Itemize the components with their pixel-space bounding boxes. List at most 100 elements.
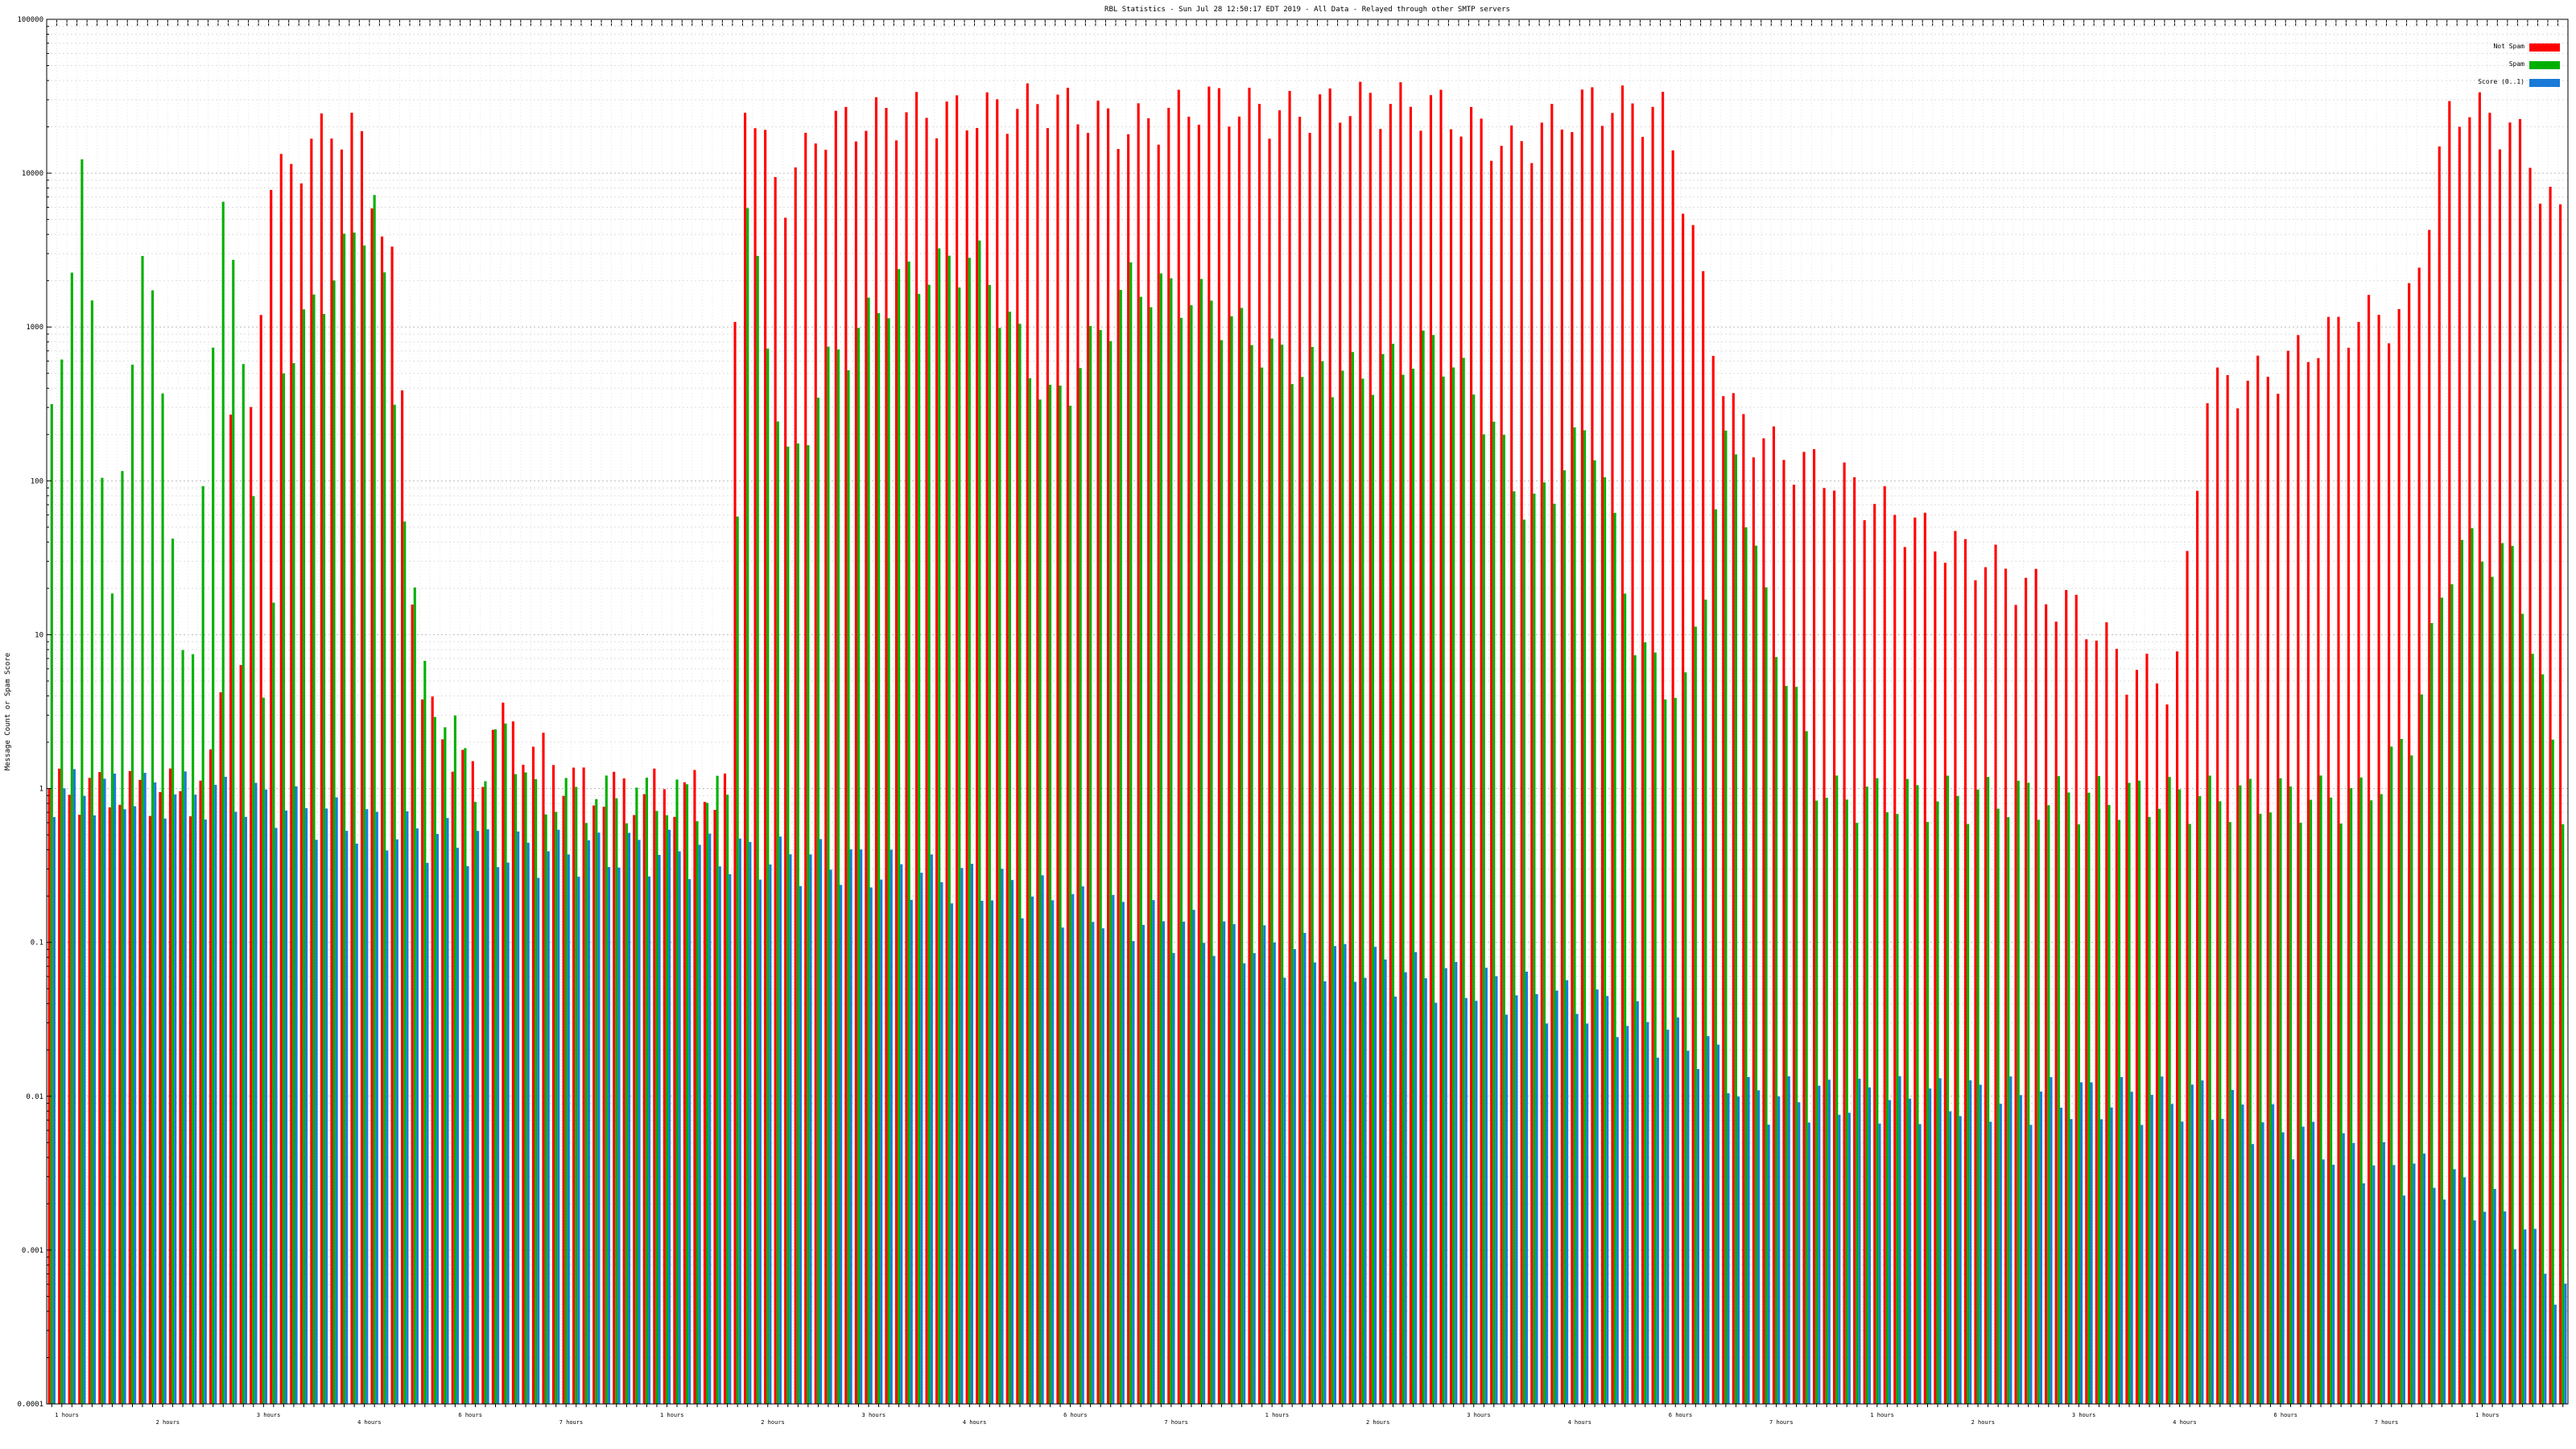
bar (582, 767, 585, 1404)
bar (1555, 990, 1558, 1404)
bar (1462, 357, 1465, 1405)
bar (799, 886, 803, 1404)
bar (849, 849, 852, 1404)
bar (58, 768, 61, 1404)
bar (453, 715, 456, 1404)
bar (2357, 321, 2360, 1405)
bar (1409, 106, 1412, 1405)
bar (1371, 394, 1374, 1404)
bar (945, 101, 948, 1404)
bar (1792, 485, 1796, 1405)
bar (1853, 477, 1856, 1404)
bar (2368, 295, 2371, 1404)
x-tick-label: 6 hours (458, 1412, 482, 1418)
bar (118, 804, 122, 1404)
bar (101, 477, 104, 1404)
bar (1484, 968, 1488, 1404)
bar (597, 832, 601, 1404)
bar (1765, 587, 1768, 1404)
bar (1301, 377, 1304, 1404)
bar (2297, 335, 2300, 1404)
bar (332, 280, 336, 1404)
bar (270, 189, 273, 1404)
bar (380, 236, 384, 1404)
bar (506, 862, 510, 1404)
bar (415, 828, 419, 1404)
bar (365, 809, 369, 1404)
bar (110, 593, 114, 1404)
bar (1117, 149, 1120, 1405)
bar (370, 208, 374, 1405)
bar (360, 130, 364, 1404)
bar (1038, 399, 1042, 1404)
bar (401, 390, 404, 1404)
bar (1530, 163, 1534, 1405)
bar (2352, 1142, 2355, 1404)
bar (918, 294, 921, 1405)
bar (2019, 1095, 2022, 1404)
bar (766, 348, 770, 1405)
bar (383, 272, 386, 1405)
y-tick-label: 1 (39, 786, 43, 794)
bar (562, 795, 565, 1404)
bar (524, 772, 527, 1404)
bar (1150, 307, 1153, 1404)
bar (1943, 563, 1946, 1404)
bar (315, 840, 318, 1404)
bar (1545, 1023, 1549, 1404)
bar (776, 421, 779, 1404)
bar (2034, 568, 2037, 1405)
bar (121, 471, 124, 1405)
bar (1394, 996, 1397, 1404)
bar (2531, 654, 2534, 1404)
bar (1041, 875, 1044, 1404)
bar (1662, 92, 1665, 1405)
bar (302, 309, 306, 1404)
bar (2544, 1274, 2547, 1404)
bar (1918, 1124, 1922, 1404)
bar (1542, 482, 1546, 1404)
bar (70, 272, 73, 1405)
bar (1825, 798, 1828, 1404)
bar (1656, 1057, 1659, 1404)
bar (1616, 1037, 1619, 1404)
bar (1273, 942, 1276, 1404)
bar (2211, 1120, 2214, 1404)
bar (433, 716, 436, 1404)
bar (1606, 996, 1609, 1404)
bar (1223, 921, 1226, 1404)
bar (1974, 580, 1977, 1404)
bar (1069, 405, 1072, 1404)
y-tick-label: 10000 (22, 170, 43, 178)
bar (1026, 83, 1029, 1405)
bar (2054, 621, 2058, 1404)
bar (869, 887, 873, 1404)
bar (1938, 1078, 1942, 1404)
bar (1089, 325, 1092, 1404)
x-tick-label: 3 hours (2072, 1412, 2096, 1418)
bar (1076, 124, 1080, 1405)
bar (1916, 785, 1919, 1404)
bar (1727, 1093, 1730, 1404)
bar (1444, 968, 1447, 1404)
bar (1883, 486, 1886, 1404)
bar (2277, 394, 2280, 1404)
bar (2135, 670, 2138, 1404)
bar (1633, 654, 1637, 1404)
x-tick-label: 7 hours (559, 1419, 584, 1426)
bar (2261, 1122, 2264, 1404)
bar (1604, 477, 1607, 1404)
bar (1261, 367, 1264, 1405)
bar (436, 833, 440, 1404)
bar (2289, 786, 2293, 1404)
bar (373, 195, 376, 1405)
bar (1893, 514, 1897, 1404)
bar (148, 815, 151, 1404)
bar (1402, 374, 1405, 1404)
bar (1818, 1085, 1821, 1404)
bar (958, 287, 961, 1405)
bar (970, 864, 974, 1404)
y-tick-label: 0.0001 (17, 1401, 43, 1409)
bar (1563, 470, 1567, 1404)
bar (1676, 1017, 1679, 1404)
